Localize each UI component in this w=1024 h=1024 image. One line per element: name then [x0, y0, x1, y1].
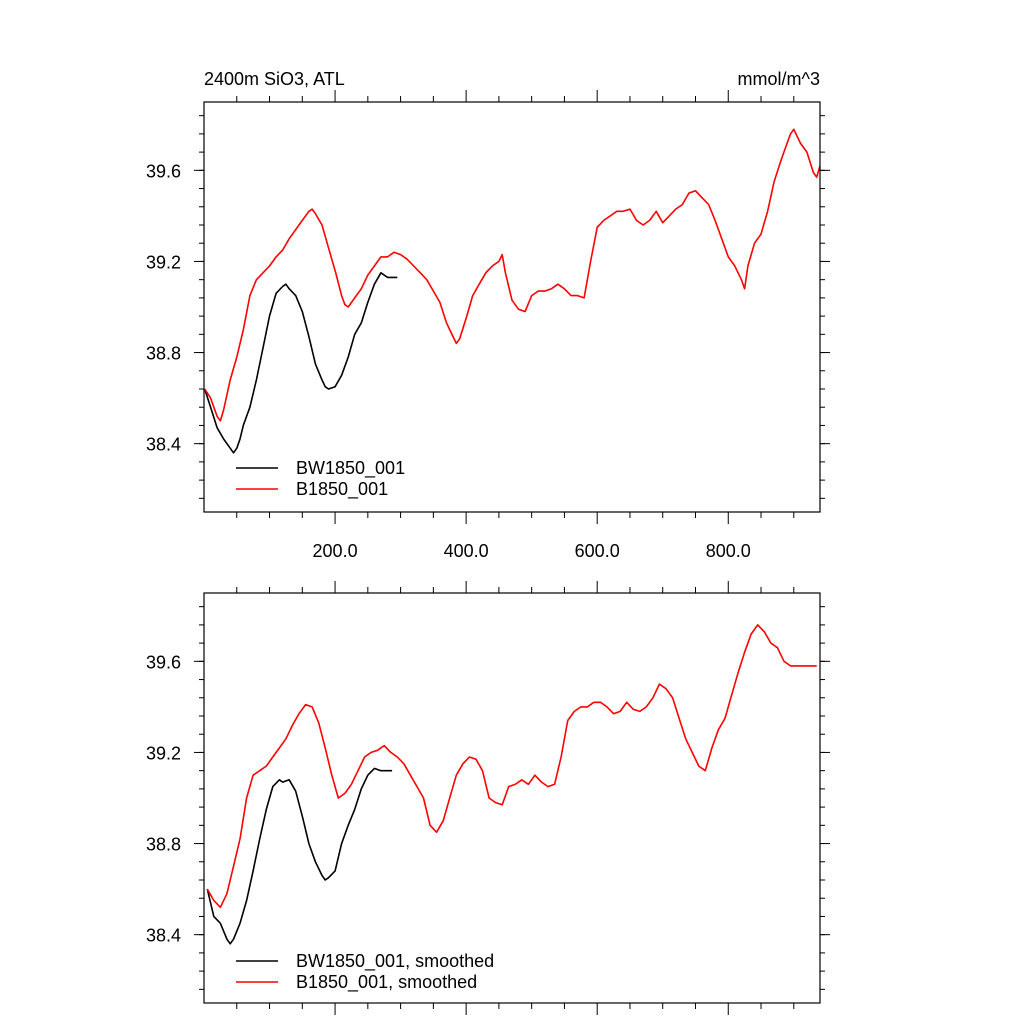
tick-labels: 38.4 38.8 39.2 39.6 [146, 652, 181, 945]
y-tick-label: 38.4 [146, 926, 181, 946]
series-line-bw1850-001-smoothed [206, 767, 393, 945]
legend-label: BW1850_001, smoothed [296, 951, 494, 972]
x-tick-label: 600.0 [575, 541, 620, 561]
series-lines [206, 624, 817, 945]
series-line-b1850-001 [204, 128, 821, 422]
series-line-bw1850-001 [203, 271, 398, 454]
plot-frame [203, 592, 821, 1004]
y-tick-label: 38.4 [146, 435, 181, 455]
y-tick-label: 38.8 [146, 835, 181, 855]
y-tick-label: 39.2 [146, 252, 181, 272]
legend-label: B1850_001, smoothed [296, 972, 477, 993]
legend-label: B1850_001 [296, 479, 388, 500]
x-tick-label: 400.0 [444, 541, 489, 561]
chart-title: 2400m SiO3, ATL [204, 69, 345, 89]
series-line-b1850-001-smoothed [206, 624, 817, 909]
bottom-panel: 38.4 38.8 39.2 39.6 BW1850_001, smoothedB18… [146, 581, 830, 1015]
top-panel: 2400m SiO3, ATL mmol/m^3 38.4 38.8 39.2 39.… [146, 69, 830, 561]
x-tick-label: 200.0 [313, 541, 358, 561]
tick-labels: 38.4 38.8 39.2 39.6 200.0 400.0 600.0 800.0 [146, 161, 751, 561]
y-tick-label: 39.2 [146, 743, 181, 763]
y-tick-label: 39.6 [146, 652, 181, 672]
plot-frame [203, 101, 821, 513]
tick-marks [194, 581, 830, 1015]
tick-marks [194, 90, 830, 524]
legend-label: BW1850_001 [296, 458, 405, 479]
x-tick-label: 800.0 [706, 541, 751, 561]
units-label: mmol/m^3 [738, 69, 820, 89]
y-tick-label: 39.6 [146, 161, 181, 181]
y-tick-label: 38.8 [146, 344, 181, 364]
series-lines [203, 128, 821, 454]
